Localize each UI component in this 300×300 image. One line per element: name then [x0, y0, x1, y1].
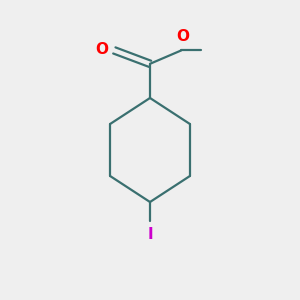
Text: I: I: [147, 227, 153, 242]
Text: O: O: [95, 42, 108, 57]
Text: O: O: [176, 29, 189, 44]
